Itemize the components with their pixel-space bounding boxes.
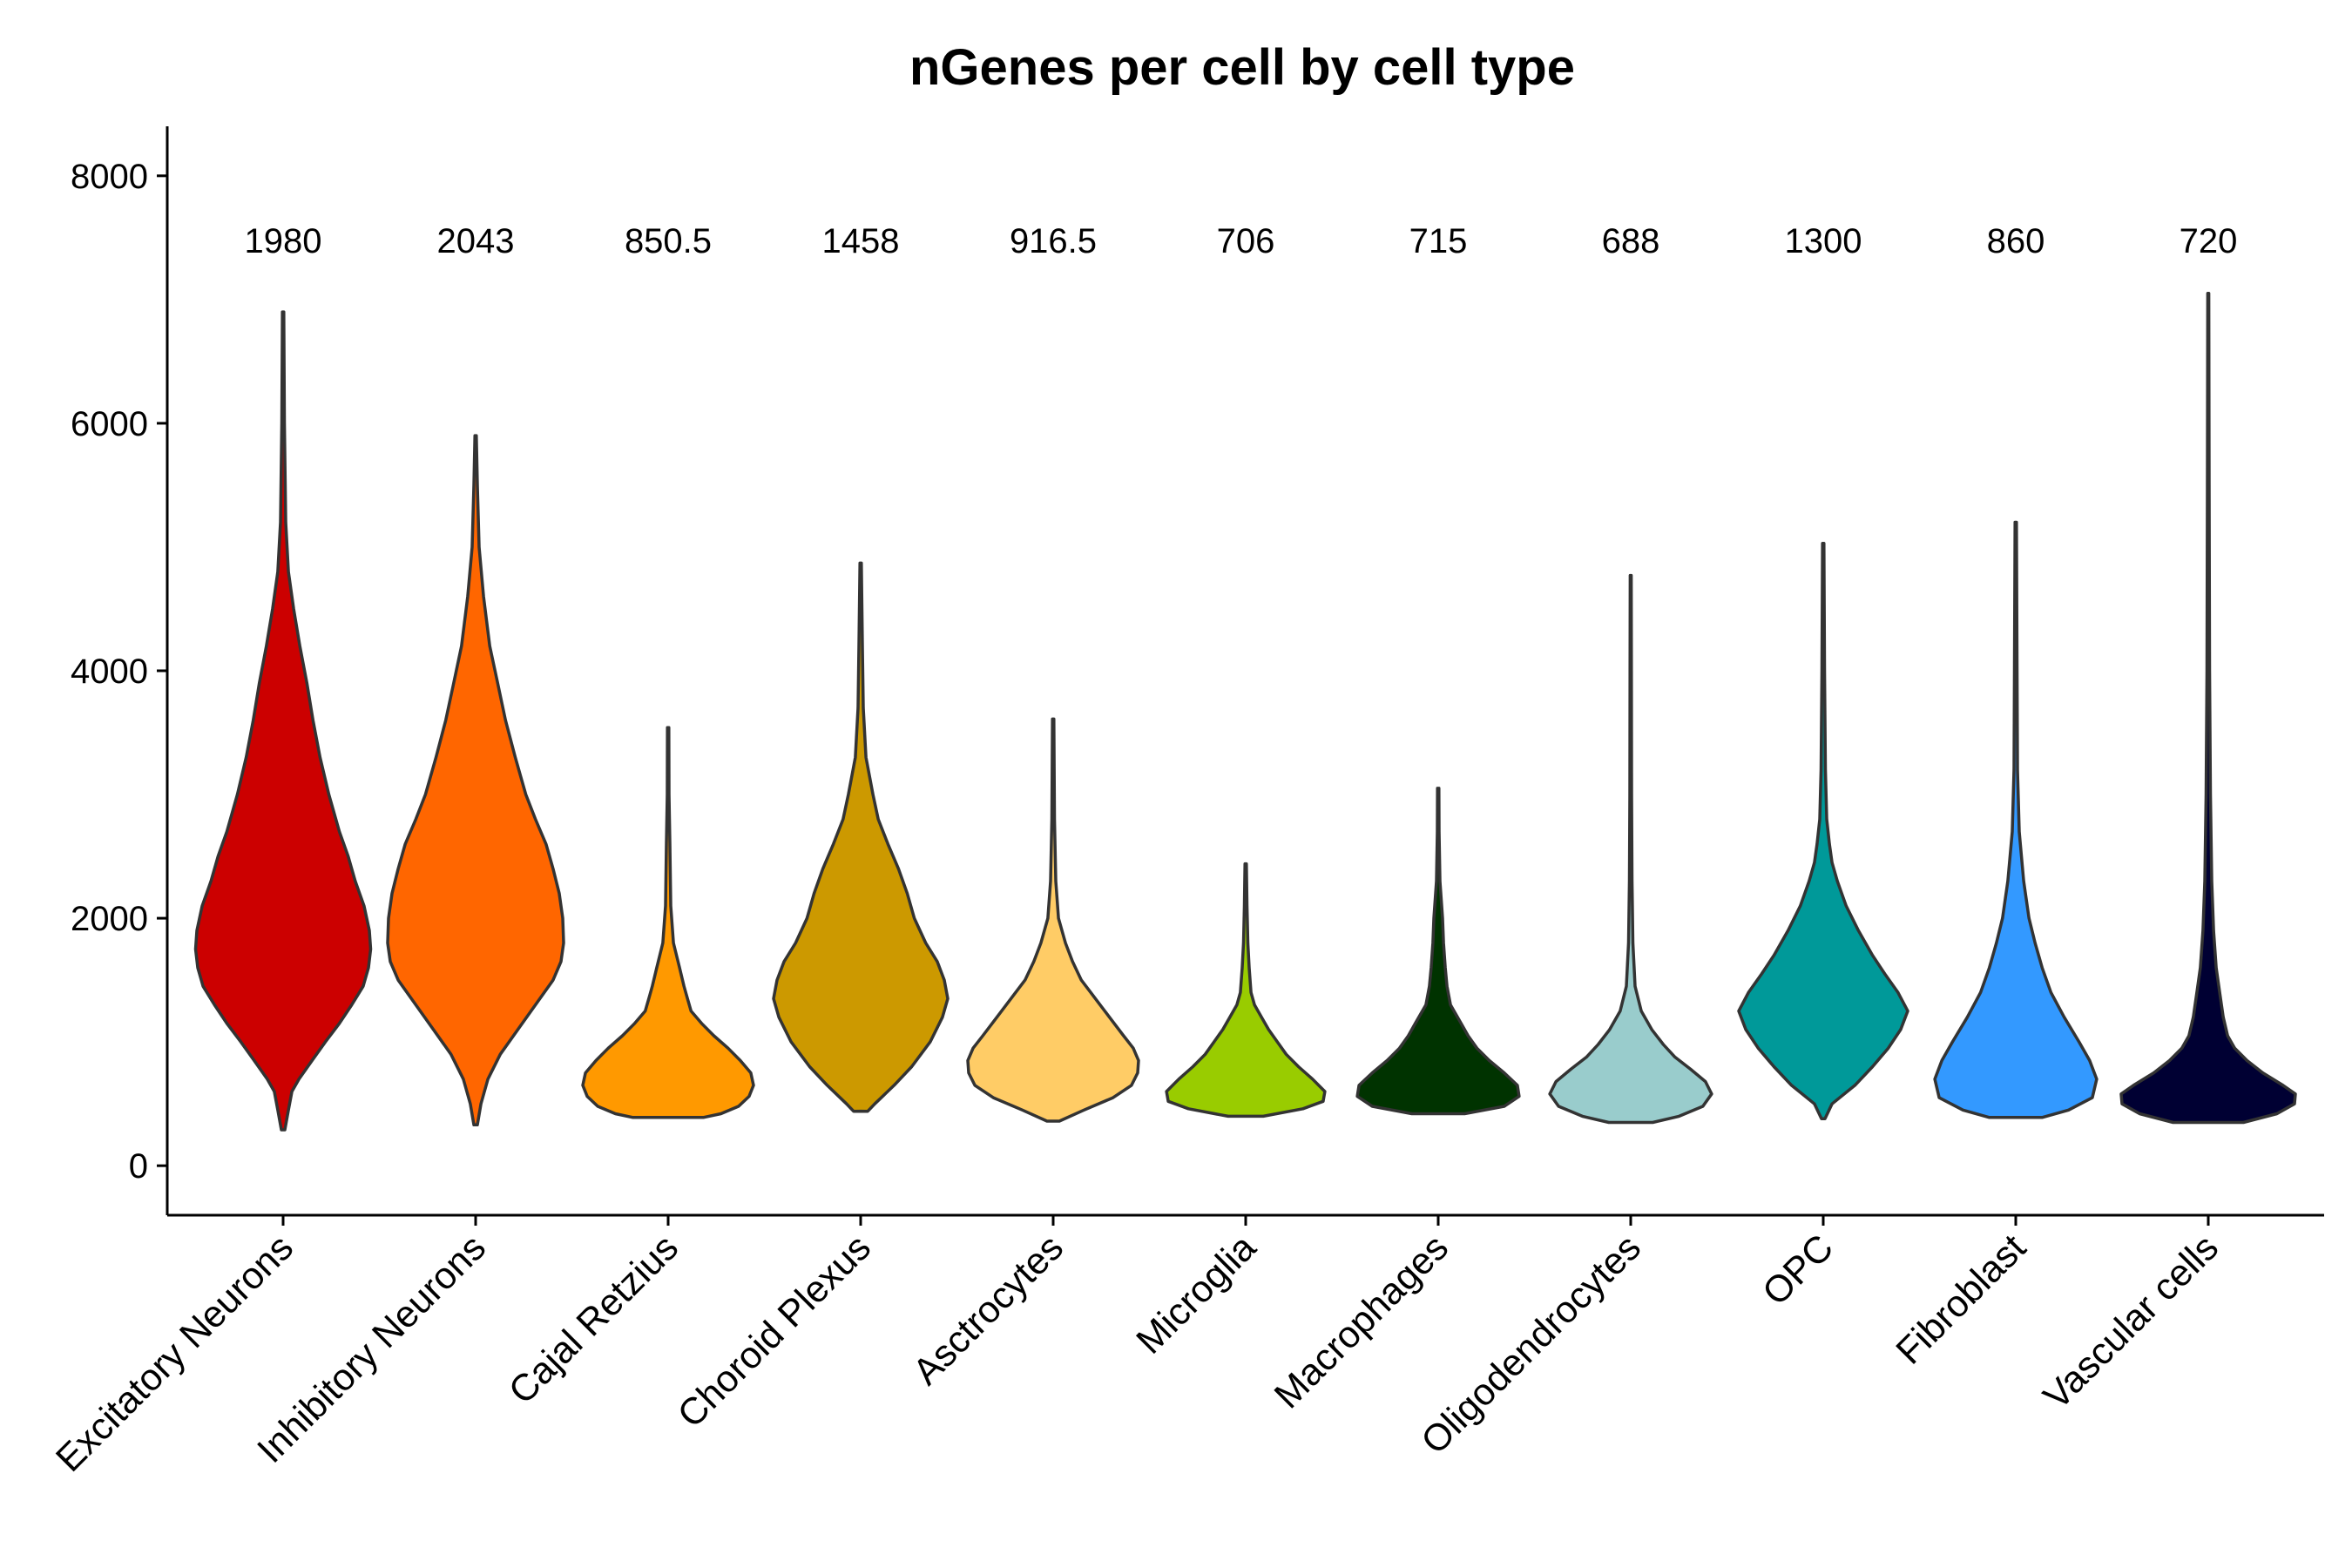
- median-label: 850.5: [625, 222, 712, 260]
- violin-inhibitory-neurons: [386, 434, 565, 1127]
- y-tick-label: 8000: [71, 158, 148, 196]
- median-label: 916.5: [1010, 222, 1097, 260]
- y-tick-label: 4000: [71, 652, 148, 691]
- x-tick-label: Vascular cells: [2036, 1227, 2227, 1417]
- violin-vascular-cells: [2119, 292, 2297, 1125]
- x-tick-label: Cajal Retzius: [501, 1227, 686, 1412]
- x-tick-label: Choroid Plexus: [670, 1227, 879, 1436]
- median-label: 1458: [822, 222, 900, 260]
- x-tick-label: Fibroblast: [1889, 1227, 2034, 1372]
- violins-layer: [193, 292, 2297, 1132]
- y-axis: 0 2000 4000 6000 8000: [71, 126, 169, 1215]
- median-labels: 1980 2043 850.5 1458 916.5 706 715 688 1300 860 72…: [245, 222, 2238, 260]
- median-label: 860: [1987, 222, 2045, 260]
- violin-excitatory-neurons: [193, 310, 373, 1132]
- violin-oligodendrocytes: [1548, 573, 1713, 1125]
- y-tick-label: 0: [129, 1147, 148, 1186]
- violin-opc: [1737, 541, 1909, 1120]
- median-label: 1300: [1785, 222, 1862, 260]
- y-tick-label: 2000: [71, 900, 148, 938]
- x-tick-label: OPC: [1754, 1227, 1842, 1314]
- violin-asctrocytes: [966, 717, 1140, 1123]
- violin-choroid-plexus: [772, 561, 950, 1113]
- violin-macrophages: [1355, 787, 1521, 1116]
- median-label: 688: [1602, 222, 1660, 260]
- x-tick-label: Macrophages: [1267, 1227, 1456, 1416]
- violin-fibroblast: [1933, 520, 2099, 1119]
- x-tick-label: Asctrocytes: [905, 1227, 1071, 1393]
- violin-cajal-retzius: [581, 726, 755, 1119]
- violin-microglia: [1165, 862, 1327, 1119]
- chart-title: nGenes per cell by cell type: [909, 39, 1575, 96]
- median-label: 720: [2180, 222, 2238, 260]
- y-tick-label: 6000: [71, 405, 148, 443]
- median-label: 715: [1409, 222, 1468, 260]
- median-label: 1980: [245, 222, 322, 260]
- median-label: 2043: [437, 222, 515, 260]
- median-label: 706: [1217, 222, 1275, 260]
- x-tick-label: Microglia: [1128, 1227, 1264, 1362]
